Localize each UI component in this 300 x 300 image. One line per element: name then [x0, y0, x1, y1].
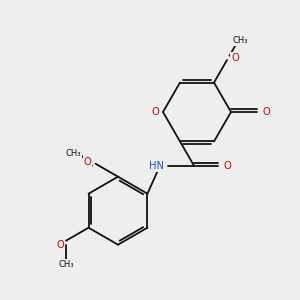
Text: CH₃: CH₃ — [66, 149, 81, 158]
Text: CH₃: CH₃ — [58, 260, 74, 269]
Text: O: O — [56, 240, 64, 250]
Text: HN: HN — [148, 161, 164, 171]
Text: O: O — [262, 107, 270, 117]
Text: CH₃: CH₃ — [232, 36, 248, 45]
Text: O: O — [84, 157, 92, 167]
Text: O: O — [223, 161, 231, 171]
Text: O: O — [231, 53, 239, 63]
Text: O: O — [151, 107, 159, 117]
